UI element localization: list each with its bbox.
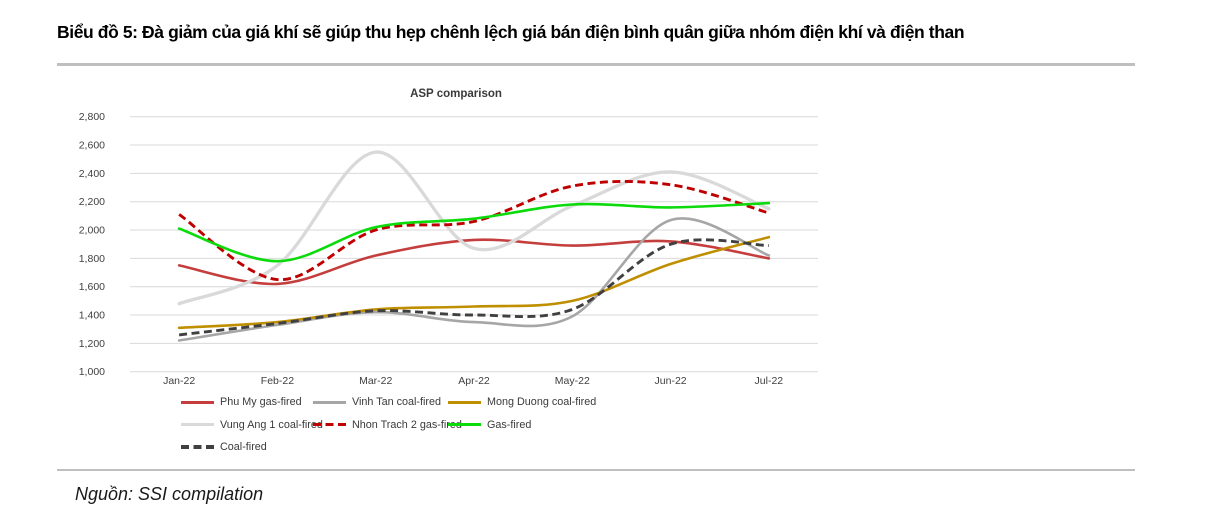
series-line-mong-duong-coal-fired	[177, 235, 771, 330]
x-axis-label: May-22	[555, 375, 590, 387]
legend-item-mong-duong-coal-fired: Mong Duong coal-fired	[448, 395, 596, 409]
y-axis-label: 2,600	[79, 140, 105, 152]
y-axis-label: 1,600	[79, 281, 105, 293]
legend-swatch-gas-fired	[448, 423, 481, 426]
bottom-divider	[57, 469, 1135, 471]
figure-title: Biểu đồ 5: Đà giảm của giá khí sẽ giúp t…	[57, 22, 965, 42]
y-axis-label: 1,800	[79, 253, 105, 265]
legend-label: Nhon Trach 2 gas-fired	[352, 418, 462, 431]
x-axis-label: Jul-22	[755, 375, 784, 387]
source-note: Nguồn: SSI compilation	[75, 484, 264, 504]
legend-label: Mong Duong coal-fired	[487, 396, 597, 408]
y-axis-label: 2,800	[79, 111, 105, 123]
legend-item-vung-ang-1-coal-fired: Vung Ang 1 coal-fired	[181, 418, 323, 432]
x-axis-label: Jan-22	[163, 375, 195, 387]
series-line-vinh-tan-coal-fired	[177, 217, 771, 342]
y-axis-label: 2,400	[79, 168, 105, 180]
series-line-coal-fired	[178, 238, 769, 337]
legend-label: Gas-fired	[487, 418, 532, 431]
legend-label: Phu My gas-fired	[220, 396, 302, 408]
series-line-nhon-trach-2-gas-fired	[178, 179, 770, 282]
chart-title: ASP comparison	[410, 88, 502, 100]
top-divider	[57, 63, 1135, 66]
y-axis-label: 1,400	[79, 310, 105, 322]
legend-label: Vung Ang 1 coal-fired	[220, 418, 323, 431]
y-axis-label: 1,200	[79, 338, 105, 350]
legend-item-gas-fired: Gas-fired	[448, 418, 531, 432]
legend-label: Vinh Tan coal-fired	[352, 396, 442, 408]
legend-item-nhon-trach-2-gas-fired: Nhon Trach 2 gas-fired	[313, 418, 462, 432]
legend-item-phu-my-gas-fired: Phu My gas-fired	[181, 395, 302, 409]
legend-swatch-vung-ang-1-coal-fired	[181, 423, 214, 426]
legend-swatch-phu-my-gas-fired	[181, 400, 214, 404]
y-axis-label: 2,200	[79, 196, 105, 208]
legend-swatch-mong-duong-coal-fired	[448, 400, 481, 404]
x-axis-label: Feb-22	[261, 375, 294, 387]
legend-label: Coal-fired	[220, 441, 267, 453]
series-line-vung-ang-1-coal-fired	[177, 150, 771, 306]
legend-item-coal-fired: Coal-fired	[181, 440, 267, 454]
legend-swatch-vinh-tan-coal-fired	[313, 400, 346, 404]
y-axis-label: 2,000	[79, 225, 105, 237]
series-line-phu-my-gas-fired	[177, 238, 771, 286]
x-axis-label: Apr-22	[458, 375, 490, 387]
y-axis-label: 1,000	[79, 366, 105, 378]
x-axis-label: Jun-22	[655, 375, 687, 387]
series-line-gas-fired	[177, 201, 771, 263]
legend-swatch-coal-fired	[181, 445, 214, 449]
legend-item-vinh-tan-coal-fired: Vinh Tan coal-fired	[313, 395, 441, 409]
x-axis-label: Mar-22	[359, 375, 392, 387]
legend-swatch-nhon-trach-2-gas-fired	[313, 422, 346, 427]
